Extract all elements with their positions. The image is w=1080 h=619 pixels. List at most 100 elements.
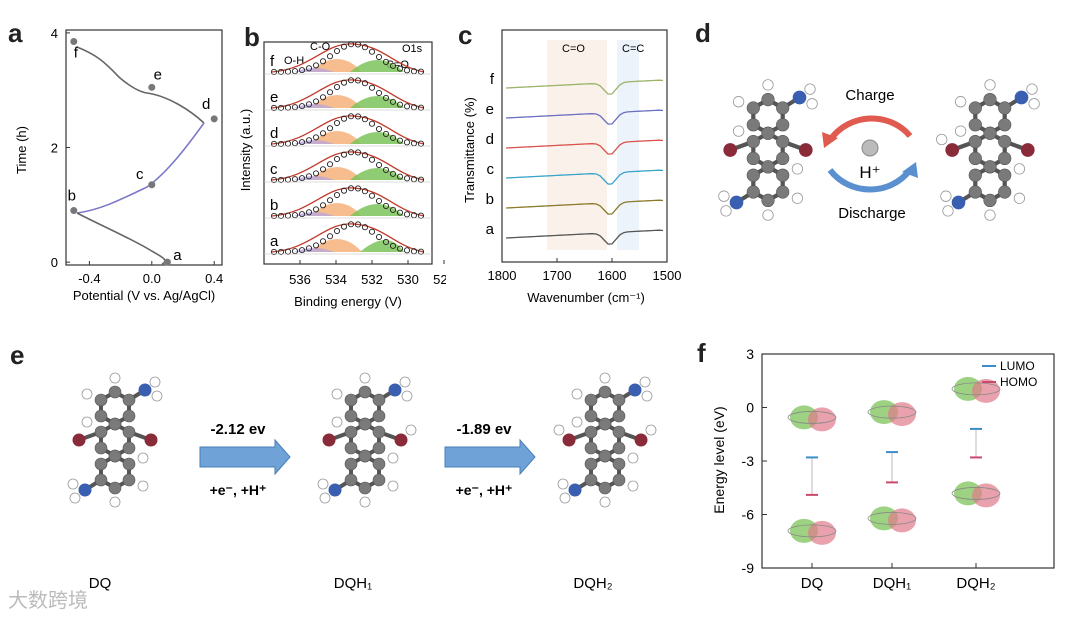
panel-b-ceqo-peak [350, 204, 404, 216]
panel-b-data-point [284, 212, 292, 219]
carbon-atom [612, 473, 626, 487]
panel-f-ytick-label: 3 [746, 346, 754, 362]
charge-label: Charge [845, 87, 894, 104]
panel-a-charge-curve [76, 122, 205, 214]
panel-b-data-point [277, 68, 285, 75]
hydrogen-atom [571, 388, 583, 400]
panel-c-xtick-label: 1800 [488, 268, 517, 283]
panel-b-ceqo-peak [350, 96, 404, 108]
panel-b-trace-label: a [270, 233, 279, 250]
panel-label-a: a [8, 18, 23, 48]
panel-a-ytick-label: 2 [51, 141, 58, 156]
carbon-atom [122, 457, 136, 471]
hydrogen-atom [359, 372, 371, 384]
carbon-atom [372, 473, 386, 487]
panel-f-legend-label: LUMO [1000, 359, 1035, 373]
hydrogen-atom [69, 492, 81, 504]
hydrogen-atom [319, 492, 331, 504]
panel-b-data-point [389, 98, 397, 105]
panel-f-ytick-label: 0 [746, 400, 754, 416]
panel-c-trace-label: c [487, 161, 495, 178]
carbon-atom [761, 160, 775, 174]
panel-f-ytick-label: -9 [742, 560, 755, 576]
carbon-atom [983, 193, 997, 207]
panel-a-point-c [148, 181, 156, 189]
step2-energy: -1.89 ev [456, 421, 512, 438]
carbon-atom [598, 385, 612, 399]
panel-b-data-point [340, 115, 348, 122]
panel-b-co-label: C-O [310, 41, 331, 53]
panel-c-ceqo-label: C=O [562, 43, 585, 55]
panel-b-xtick-label: 528 [433, 272, 446, 287]
panel-b-data-point [368, 48, 376, 55]
hydrogen-atom [791, 163, 804, 175]
carbon-atom [372, 409, 386, 423]
panel-f-ytick-label: -3 [742, 453, 755, 469]
panel-c-xtick-label: 1600 [598, 268, 627, 283]
panel-b-data-point [284, 68, 292, 75]
panel-a-point-label-c: c [136, 166, 144, 183]
panel-b-data-point [340, 79, 348, 86]
hydrogen-atom [984, 79, 996, 91]
hydrogen-atom [627, 480, 639, 492]
oxygen-atom [634, 433, 648, 447]
oxygen-atom [723, 143, 738, 157]
panel-b-data-point [396, 137, 404, 144]
oxygen-atom [144, 433, 158, 447]
panel-b-data-point [319, 58, 327, 65]
panel-b-data-point [347, 113, 355, 120]
panel-b-data-point [340, 151, 348, 158]
panel-b-data-point [389, 134, 397, 141]
panel-b-co-peak [310, 95, 362, 108]
carbon-atom [584, 425, 598, 439]
panel-b-data-point [277, 212, 285, 219]
panel-b-co-peak [310, 167, 362, 180]
hydrogen-atom [599, 372, 611, 384]
panel-a-point-f [70, 37, 78, 45]
panel-b-data-point [361, 188, 369, 195]
panel-b-data-point [326, 161, 334, 168]
panel-c-trace-line [505, 229, 664, 245]
orbital-lobe-pink [888, 402, 916, 427]
panel-c-trace-line [505, 169, 664, 185]
panel-b-trace-label: f [270, 53, 275, 70]
carbon-atom [983, 160, 997, 174]
panel-b-data-point [361, 116, 369, 123]
hydrogen-atom [137, 452, 149, 464]
hydrogen-atom [137, 480, 149, 492]
carbon-atom [584, 441, 598, 455]
panel-a-point-label-d: d [202, 96, 210, 113]
step1-energy: -2.12 ev [210, 421, 266, 438]
carbon-atom [612, 457, 626, 471]
carbon-atom [746, 168, 760, 182]
proton-sphere [861, 139, 879, 157]
panel-e-diagram: -2.12 ev +e⁻, +H⁺ -1.89 ev +e⁻, +H⁺ DQ D… [67, 372, 657, 592]
panel-a-point-label-a: a [173, 247, 182, 264]
panel-b-data-point [312, 170, 320, 177]
mol-label-dq: DQ [89, 575, 112, 592]
orbital-skeleton [787, 524, 837, 538]
panel-b-data-point [354, 113, 362, 120]
panel-a-point-label-b: b [68, 188, 76, 205]
hydrogen-atom [732, 125, 745, 137]
hydrogen-atom [984, 209, 996, 221]
carbon-atom [108, 481, 122, 495]
nitrogen-atom [792, 90, 807, 105]
carbon-atom [584, 409, 598, 423]
panel-b-data-point [389, 242, 397, 249]
panel-d-diagram: Charge H⁺ Discharge [718, 79, 1040, 222]
carbon-atom [584, 457, 598, 471]
hydrogen-atom [571, 416, 583, 428]
panel-c-xtick-label: 1700 [543, 268, 572, 283]
panel-b-data-point [340, 223, 348, 230]
panel-b-data-point [382, 130, 390, 137]
carbon-atom [776, 134, 790, 149]
panel-b-data-point [333, 227, 341, 235]
panel-b-oh-label: O-H [284, 55, 304, 67]
carbon-atom [612, 393, 626, 407]
hydrogen-atom [387, 452, 399, 464]
panel-b-xlabel: Binding energy (V) [294, 294, 402, 309]
carbon-atom [94, 441, 108, 455]
carbon-atom [122, 473, 136, 487]
hydrogen-atom [553, 424, 565, 436]
